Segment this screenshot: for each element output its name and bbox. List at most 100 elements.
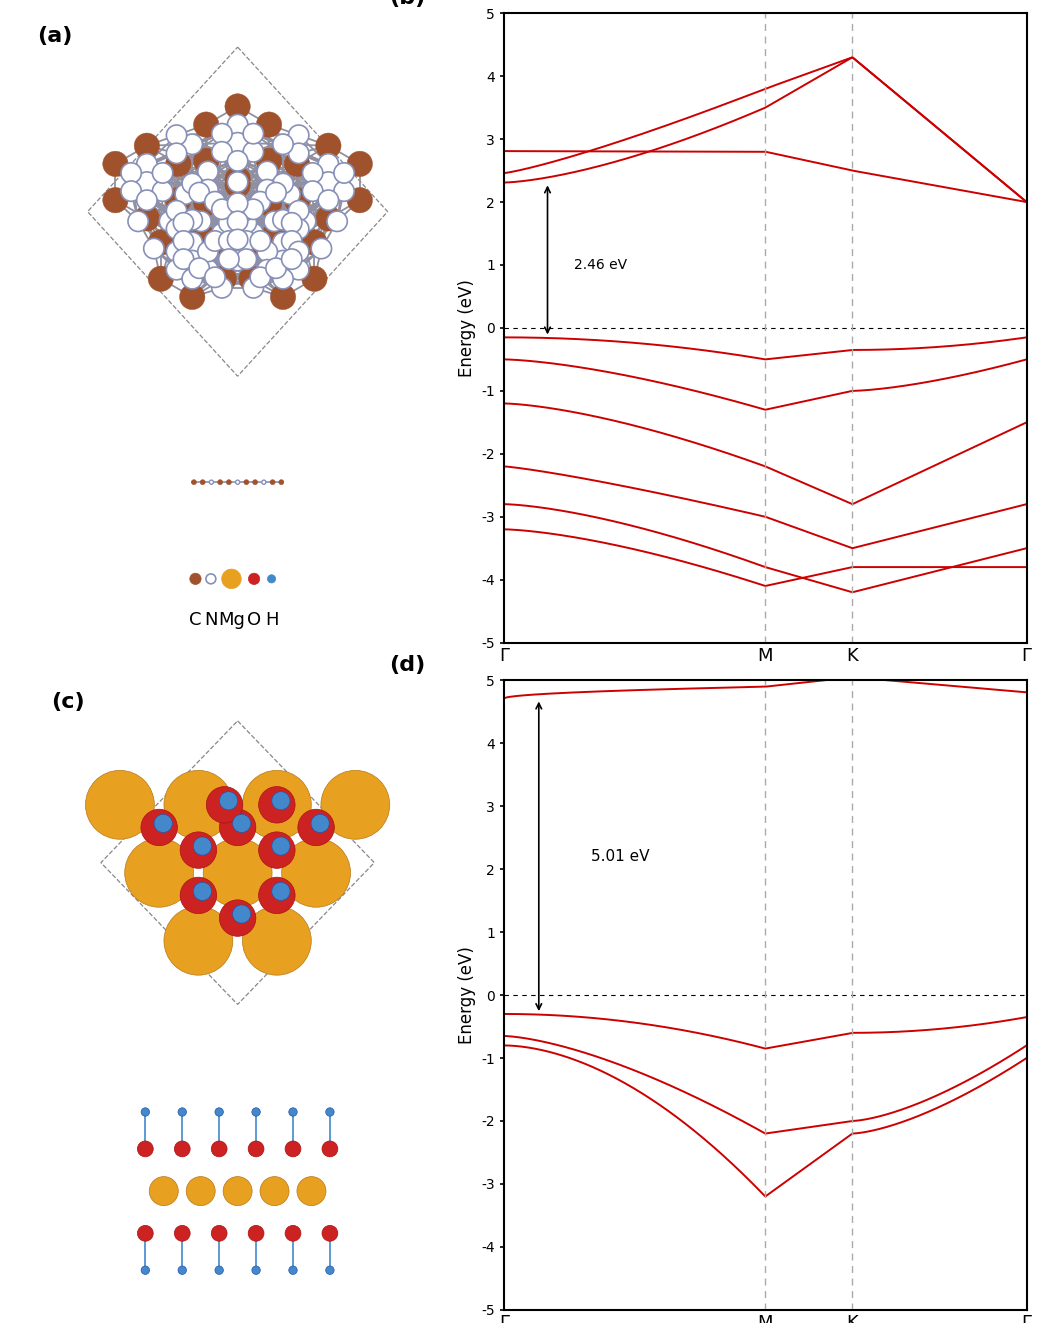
Circle shape [206,574,216,583]
Circle shape [243,770,311,839]
Circle shape [194,226,219,253]
Circle shape [261,480,265,484]
Circle shape [178,1266,187,1274]
Circle shape [243,198,263,220]
Circle shape [271,212,296,237]
Circle shape [212,224,232,243]
Circle shape [152,181,173,201]
Circle shape [225,167,250,192]
Circle shape [326,1107,334,1117]
Circle shape [134,134,160,159]
Circle shape [190,573,201,585]
Circle shape [250,230,271,251]
Circle shape [227,250,248,271]
Circle shape [198,180,218,200]
Circle shape [323,1225,338,1241]
Circle shape [284,188,310,213]
Circle shape [256,226,282,253]
Circle shape [227,172,248,192]
Circle shape [258,832,296,868]
Circle shape [166,259,187,280]
Circle shape [187,1176,216,1205]
Circle shape [265,183,286,202]
Text: H: H [264,611,278,628]
Circle shape [166,218,187,239]
Circle shape [184,480,188,484]
Circle shape [198,259,218,280]
Circle shape [166,143,187,164]
Circle shape [141,1107,149,1117]
Circle shape [124,839,194,908]
Circle shape [315,205,341,232]
Circle shape [264,212,284,232]
Circle shape [173,249,194,270]
Circle shape [203,839,272,908]
Circle shape [212,1140,227,1156]
Circle shape [141,1266,149,1274]
Circle shape [134,205,160,232]
Circle shape [272,882,290,901]
Circle shape [250,267,271,287]
Circle shape [257,161,278,181]
Circle shape [258,877,296,914]
Circle shape [243,123,263,144]
Circle shape [128,212,148,232]
Circle shape [268,574,276,583]
Circle shape [212,1225,227,1241]
Circle shape [243,906,311,975]
Circle shape [180,877,217,914]
Circle shape [212,198,232,220]
Circle shape [225,94,250,119]
Circle shape [218,480,223,484]
Circle shape [103,188,129,213]
Y-axis label: Energy (eV): Energy (eV) [457,946,476,1044]
Circle shape [258,787,296,823]
Circle shape [288,218,309,239]
Circle shape [288,1107,298,1117]
Circle shape [256,148,282,173]
Circle shape [179,284,205,310]
Circle shape [141,810,177,845]
Circle shape [273,134,293,155]
Circle shape [256,112,282,138]
Circle shape [175,184,195,204]
Circle shape [189,258,209,278]
Circle shape [239,230,264,255]
Circle shape [311,814,330,832]
Circle shape [257,241,278,262]
Circle shape [174,480,179,484]
Circle shape [323,1140,338,1156]
Circle shape [193,837,212,855]
Circle shape [347,151,372,176]
Circle shape [137,153,157,175]
Circle shape [257,259,278,280]
Circle shape [273,209,293,230]
Circle shape [248,1225,264,1241]
Circle shape [152,163,173,183]
Circle shape [148,266,173,291]
Circle shape [103,151,129,176]
Circle shape [194,191,219,216]
Circle shape [288,143,309,164]
Circle shape [347,188,372,213]
Circle shape [211,266,236,291]
Circle shape [193,882,212,901]
Circle shape [288,480,292,484]
Circle shape [288,259,309,280]
Circle shape [297,1176,326,1205]
Circle shape [227,151,248,171]
Circle shape [178,1107,187,1117]
Circle shape [315,134,341,159]
Circle shape [225,245,250,270]
Circle shape [236,230,256,251]
Circle shape [273,269,293,288]
Circle shape [173,230,194,251]
Circle shape [271,284,296,310]
Circle shape [183,250,202,271]
Circle shape [227,229,248,250]
Circle shape [220,810,256,845]
Circle shape [303,163,323,183]
Circle shape [121,163,141,183]
Circle shape [285,1225,301,1241]
Circle shape [243,142,263,161]
